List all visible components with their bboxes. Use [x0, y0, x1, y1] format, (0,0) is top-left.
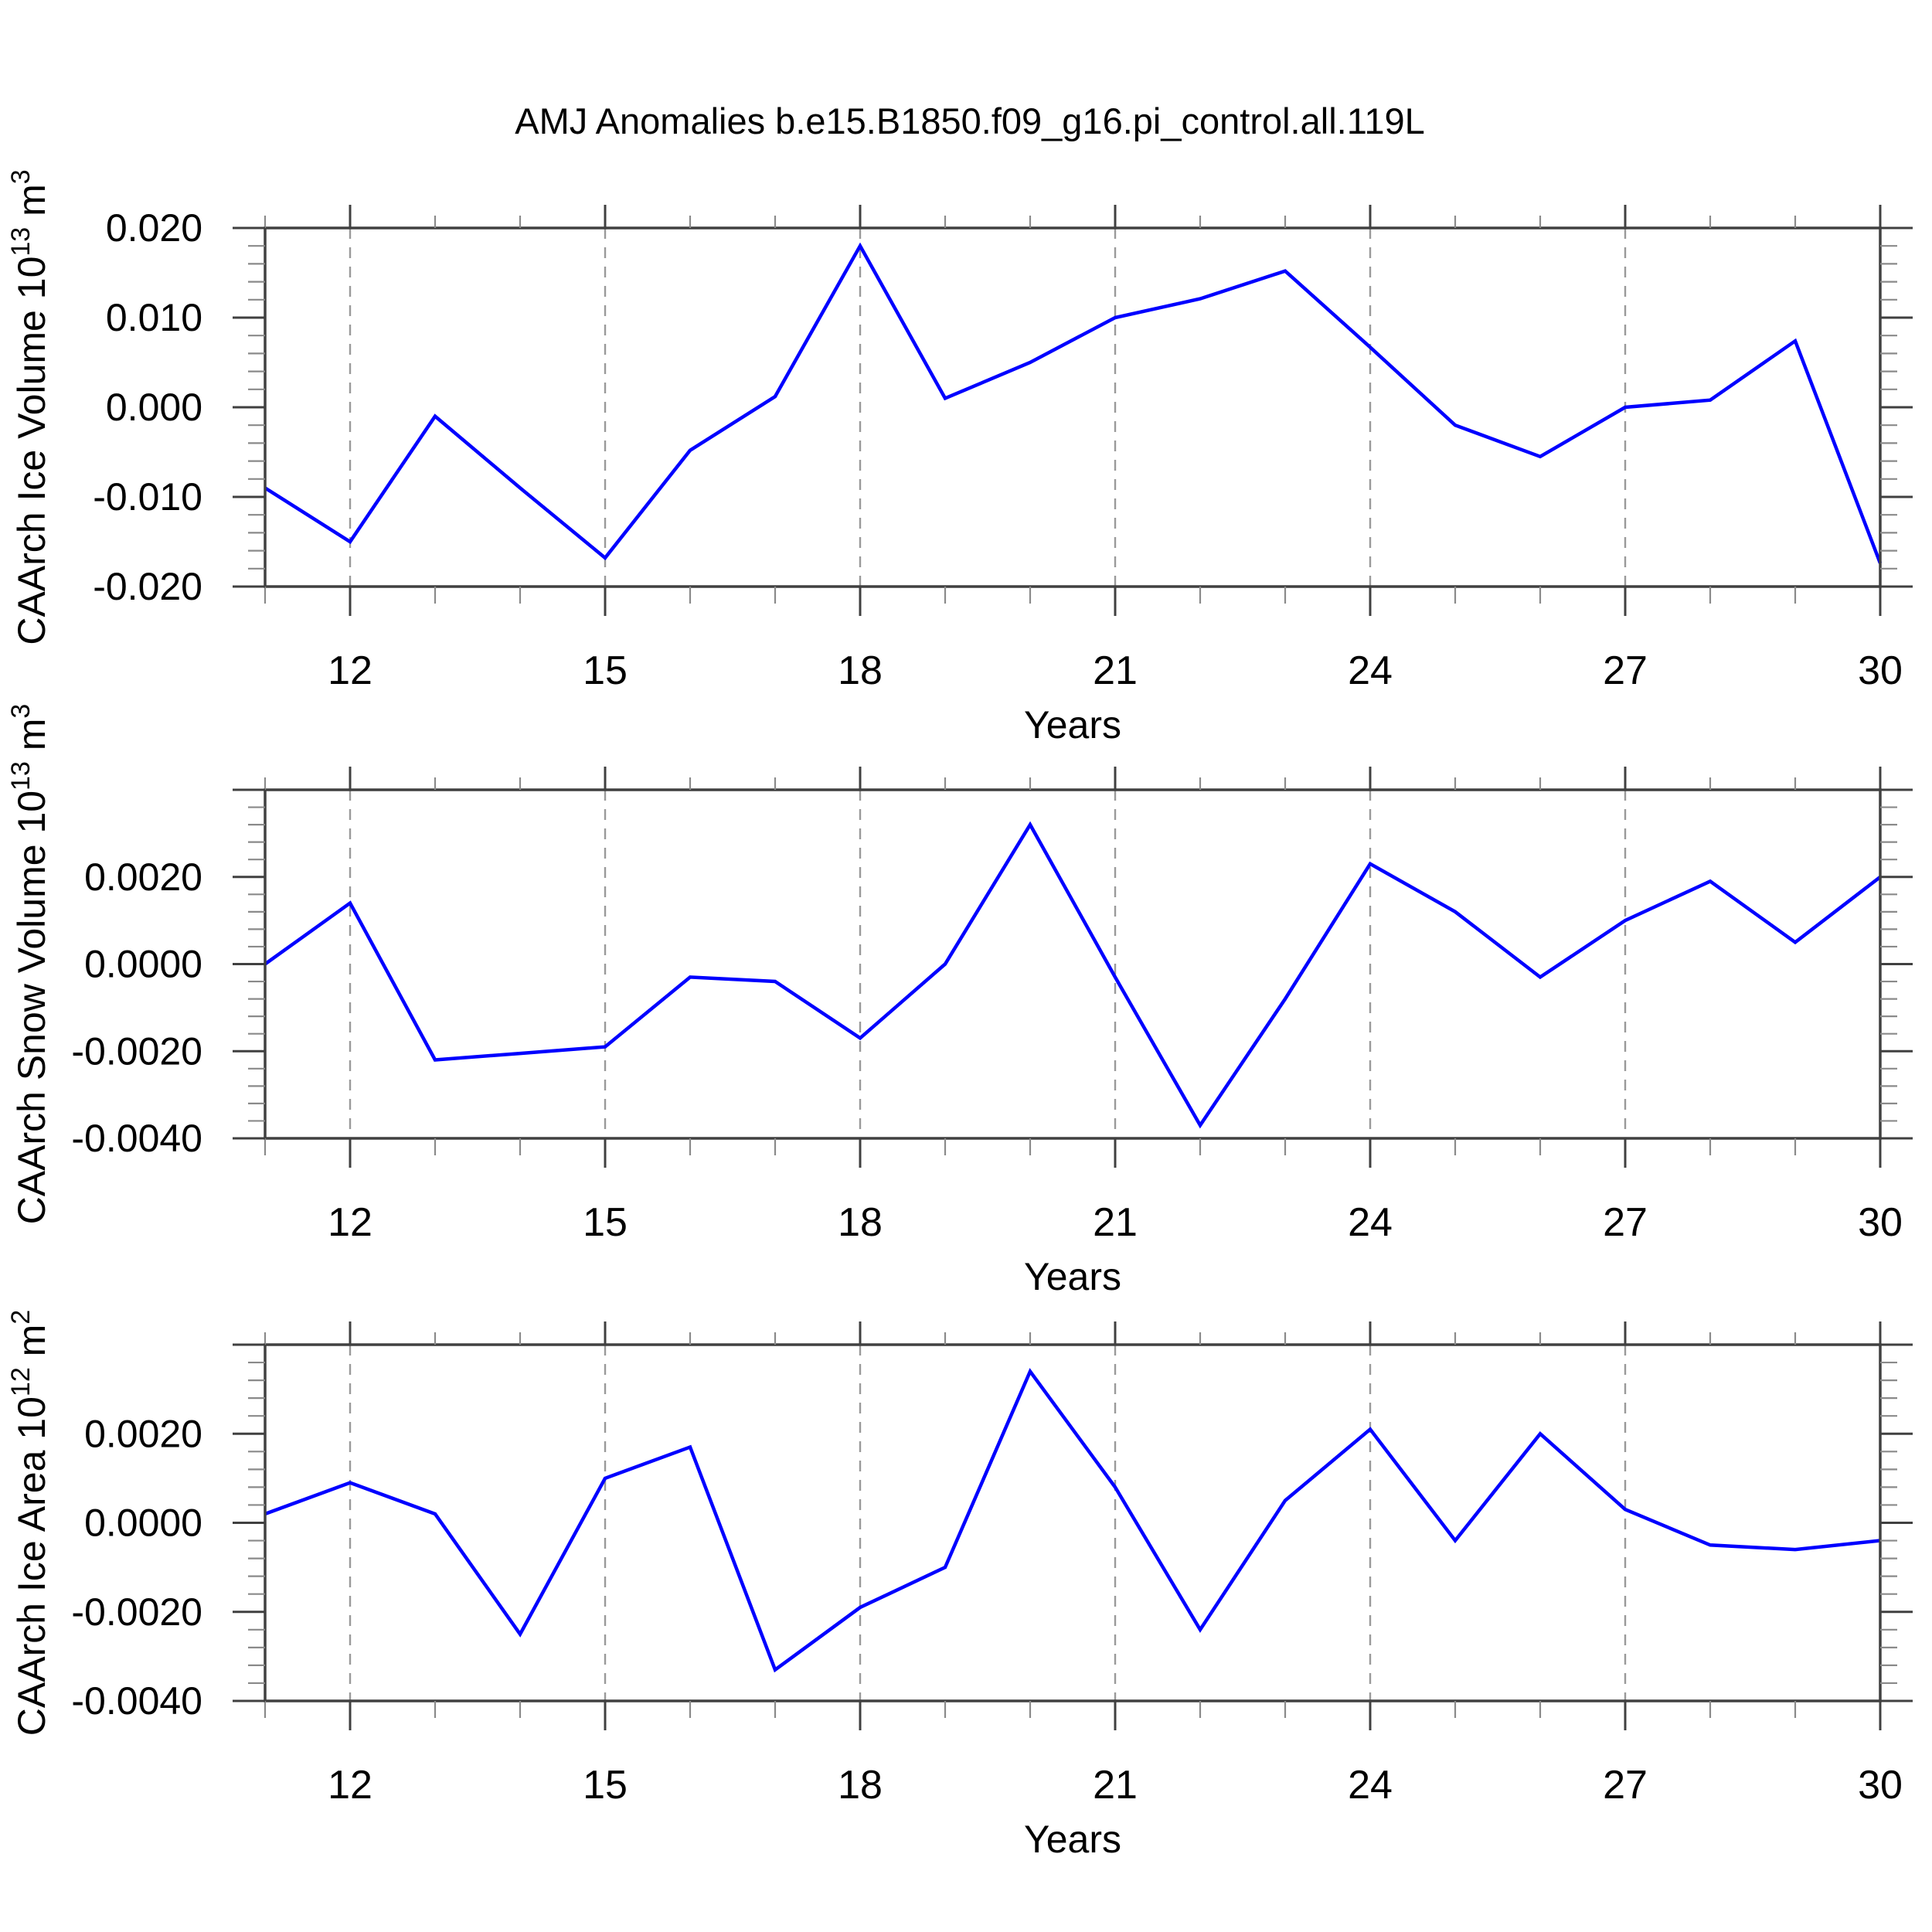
plot-frame — [264, 1343, 1882, 1702]
x-tick-label-18: 18 — [838, 648, 883, 693]
data-line-ice-volume — [264, 242, 1883, 564]
y-tick-label--0.02: -0.020 — [93, 565, 202, 608]
x-tick-label-30: 30 — [1858, 1763, 1903, 1808]
x-tick-label-27: 27 — [1603, 1200, 1648, 1245]
x-axis-title: Years — [1024, 1255, 1121, 1298]
y-tick-label--0.01: -0.010 — [93, 475, 202, 519]
x-axis-title: Years — [1024, 703, 1121, 747]
y-axis-title: CAArch Ice Volume 1013​ m3​ — [6, 169, 53, 645]
data-line-ice-area — [264, 1368, 1881, 1673]
x-tick-label-30: 30 — [1858, 648, 1903, 693]
y-tick-label-0.002: 0.0020 — [84, 1412, 202, 1455]
x-tick-label-12: 12 — [328, 648, 372, 693]
x-tick-label-21: 21 — [1093, 1200, 1138, 1245]
x-tick-label-15: 15 — [583, 648, 628, 693]
x-tick-label-18: 18 — [838, 1200, 883, 1245]
x-tick-label-12: 12 — [328, 1200, 372, 1245]
x-tick-label-21: 21 — [1093, 648, 1138, 693]
x-tick-label-15: 15 — [583, 1763, 628, 1808]
x-tick-label-30: 30 — [1858, 1200, 1903, 1245]
x-axis-title: Years — [1024, 1818, 1121, 1861]
y-tick-label-0.02: 0.020 — [106, 206, 202, 250]
y-tick-label-0.002: 0.0020 — [84, 855, 202, 899]
data-line-snow-volume — [264, 821, 1882, 1129]
x-tick-label-18: 18 — [838, 1763, 883, 1808]
plot-frame — [264, 788, 1882, 1140]
chart-snow-volume: 12 15 18 21 24 27 30 Years -0.0040 -0.0020 0.0000 0… — [6, 704, 1913, 1298]
x-tick-label-24: 24 — [1348, 1763, 1393, 1808]
x-tick-label-15: 15 — [583, 1200, 628, 1245]
y-tick-label-0: 0.0000 — [84, 943, 202, 986]
y-axis-title: CAArch Snow Volume 1013​ m3​ — [6, 704, 53, 1225]
y-tick-label--0.004: -0.0040 — [71, 1117, 202, 1160]
y-tick-label--0.004: -0.0040 — [71, 1679, 202, 1723]
chart-ice-area: 12 15 18 21 24 27 30 Years -0.0040 -0.0020 0.0000 0… — [6, 1310, 1913, 1861]
x-tick-label-24: 24 — [1348, 648, 1393, 693]
y-tick-label--0.002: -0.0020 — [71, 1029, 202, 1073]
y-tick-label-0: 0.0000 — [84, 1502, 202, 1545]
figure-title: AMJ Anomalies b.e15.B1850.f09_g16.pi_con… — [515, 100, 1425, 141]
y-tick-label-0: 0.000 — [106, 386, 202, 429]
x-tick-label-24: 24 — [1348, 1200, 1393, 1245]
x-tick-label-27: 27 — [1603, 648, 1648, 693]
x-tick-label-12: 12 — [328, 1763, 372, 1808]
chart-ice-volume: 12 15 18 21 24 27 30 Years -0.020 -0.010 0.000 0.01… — [6, 169, 1913, 747]
y-axis-title: CAArch Ice Area 1012​ m2​ — [6, 1310, 53, 1736]
y-tick-label-0.01: 0.010 — [106, 296, 202, 339]
x-tick-label-21: 21 — [1093, 1763, 1138, 1808]
x-tick-label-27: 27 — [1603, 1763, 1648, 1808]
y-tick-label--0.002: -0.0020 — [71, 1590, 202, 1634]
